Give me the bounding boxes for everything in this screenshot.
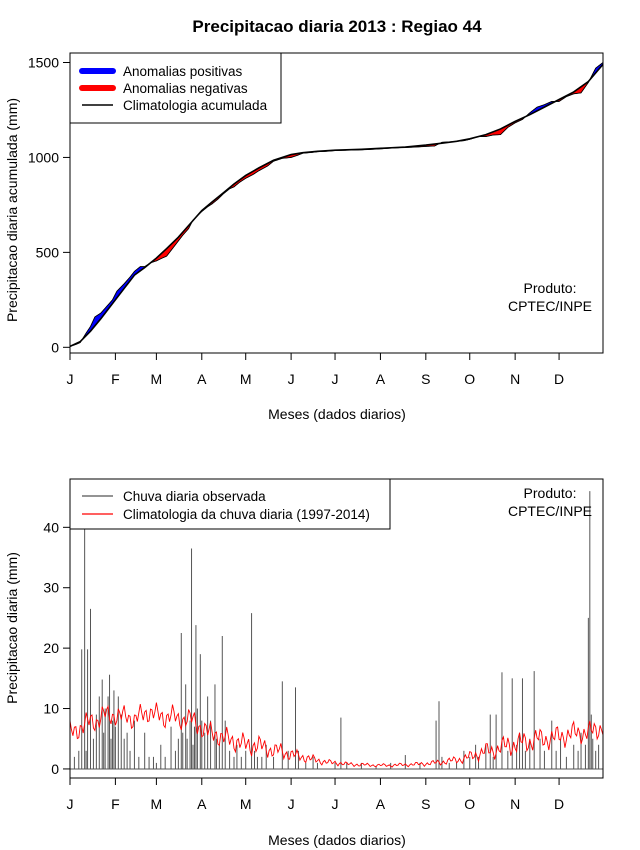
x-tick-label: A	[376, 796, 386, 812]
x-tick-label: J	[332, 371, 339, 387]
x-tick-label: D	[554, 796, 564, 812]
x-tick-label: J	[288, 796, 295, 812]
y-tick-label: 0	[51, 339, 59, 355]
x-tick-label: M	[151, 796, 163, 812]
legend-label-positive: Anomalias positivas	[123, 64, 243, 79]
x-tick-label: S	[421, 371, 430, 387]
legend-2: Chuva diaria observada Climatologia da c…	[69, 478, 391, 530]
y-tick-label: 500	[36, 244, 60, 260]
y-tick-label: 0	[51, 761, 59, 777]
credit-line-1-bottom: Produto:	[524, 485, 577, 501]
legend: Anomalias positivas Anomalias negativas …	[69, 52, 282, 124]
y-tick-label: 30	[43, 580, 59, 596]
x-tick-label: O	[464, 796, 475, 812]
daily-climatology-line	[69, 702, 604, 768]
y-tick-label: 1000	[28, 149, 59, 165]
x-tick-label: J	[67, 796, 74, 812]
legend-box-2	[69, 478, 391, 530]
legend-label-climatology: Climatologia acumulada	[123, 98, 268, 113]
y-axis: 0 500 1000 1500	[28, 54, 71, 355]
credit-line-1: Produto:	[524, 280, 577, 296]
y-tick-label: 1500	[28, 54, 59, 70]
x-tick-label: M	[240, 371, 252, 387]
x-tick-label: D	[554, 371, 564, 387]
x-tick-label: A	[197, 371, 207, 387]
x-tick-label: O	[464, 371, 475, 387]
accumulated-lines	[69, 62, 604, 348]
x-tick-label: A	[376, 371, 386, 387]
credit-line-2-bottom: CPTEC/INPE	[508, 503, 592, 519]
x-tick-label: N	[510, 796, 520, 812]
y-axis-2: 0 10 20 30 40	[43, 519, 71, 777]
climatology-accumulated-line	[69, 63, 604, 348]
x-tick-label: S	[421, 796, 430, 812]
x-axis-title-2: Meses (dados diarios)	[268, 832, 406, 848]
y-tick-label: 20	[43, 640, 59, 656]
x-axis-title: Meses (dados diarios)	[268, 406, 406, 422]
legend-label-daily-climatology: Climatologia da chuva diaria (1997-2014)	[123, 507, 370, 522]
x-tick-label: M	[151, 371, 163, 387]
y-axis-title: Precipitacao diaria acumulada (mm)	[4, 98, 20, 322]
x-tick-label: J	[67, 371, 74, 387]
climatology-lines	[69, 702, 604, 768]
x-tick-label: M	[240, 796, 252, 812]
accumulated-chart: 0 500 1000 1500 J F M A M J J A S O N D Meses (dados d…	[4, 52, 604, 422]
credit-line-2: CPTEC/INPE	[508, 298, 592, 314]
y-tick-label: 10	[43, 701, 59, 717]
observed-accumulated-line	[69, 62, 604, 347]
x-tick-label: F	[111, 796, 120, 812]
x-tick-label: J	[288, 371, 295, 387]
x-tick-label: J	[332, 796, 339, 812]
legend-label-negative: Anomalias negativas	[123, 81, 248, 96]
x-tick-label: F	[111, 371, 120, 387]
legend-label-observed: Chuva diaria observada	[123, 489, 266, 504]
daily-rain-chart: 0 10 20 30 40 J F M A M J J A S O N D Meses (dados diar…	[4, 478, 604, 848]
chart-title: Precipitacao diaria 2013 : Regiao 44	[192, 17, 482, 36]
x-tick-label: N	[510, 371, 520, 387]
observed-bars	[69, 491, 604, 770]
x-tick-label: A	[197, 796, 207, 812]
y-axis-title-2: Precipitacao diaria (mm)	[4, 552, 20, 704]
y-tick-label: 40	[43, 519, 59, 535]
